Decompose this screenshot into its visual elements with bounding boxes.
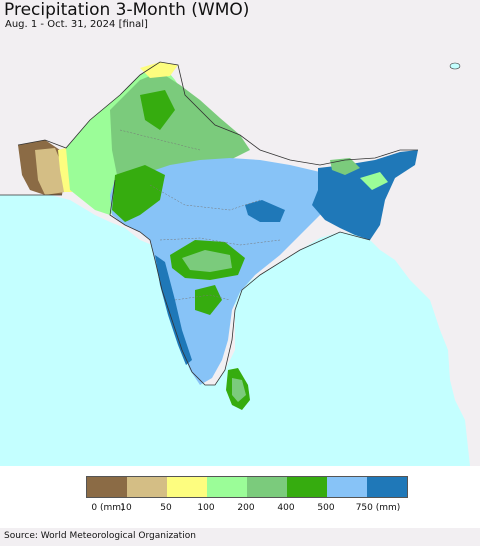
legend-swatch-0	[87, 477, 127, 497]
legend-tick-6: 500	[317, 503, 335, 513]
legend-swatch-6	[327, 477, 367, 497]
source-credit: Source: World Meteorological Organizatio…	[4, 531, 196, 541]
region-tan-west	[35, 148, 65, 195]
region-green-northeast	[330, 158, 360, 175]
legend-tick-4: 200	[237, 503, 255, 513]
map-title: Precipitation 3-Month (WMO)	[4, 0, 250, 20]
legend-swatch-2	[167, 477, 207, 497]
region-dark-blue-westcoast	[155, 255, 192, 365]
legend-swatch-1	[127, 477, 167, 497]
legend-tick-2: 50	[160, 503, 172, 513]
legend-swatch-3	[207, 477, 247, 497]
legend-tick-3: 100	[197, 503, 215, 513]
region-sri-lanka-inner	[232, 378, 246, 402]
legend-tick-5: 400	[277, 503, 295, 513]
region-green-deccan	[195, 285, 222, 315]
legend-swatch-4	[247, 477, 287, 497]
legend-tick-7: 750 (mm)	[355, 503, 401, 513]
region-green-assam	[360, 172, 388, 190]
region-dark-blue-central	[245, 200, 285, 222]
region-green-central-inner	[182, 250, 232, 272]
legend-swatch-7	[367, 477, 407, 497]
legend-swatch-5	[287, 477, 327, 497]
region-yellow-kashmir	[140, 62, 178, 78]
legend-colorbar	[86, 476, 408, 498]
region-green-north	[140, 90, 175, 130]
state-boundaries	[119, 129, 281, 301]
island-marker	[449, 62, 461, 70]
legend-tick-0: 0 (mm)	[91, 503, 125, 513]
legend-tick-1: 10	[120, 503, 132, 513]
region-green-northwest	[112, 165, 165, 222]
country-borders	[0, 61, 418, 386]
map-subtitle: Aug. 1 - Oct. 31, 2024 [final]	[5, 19, 148, 30]
